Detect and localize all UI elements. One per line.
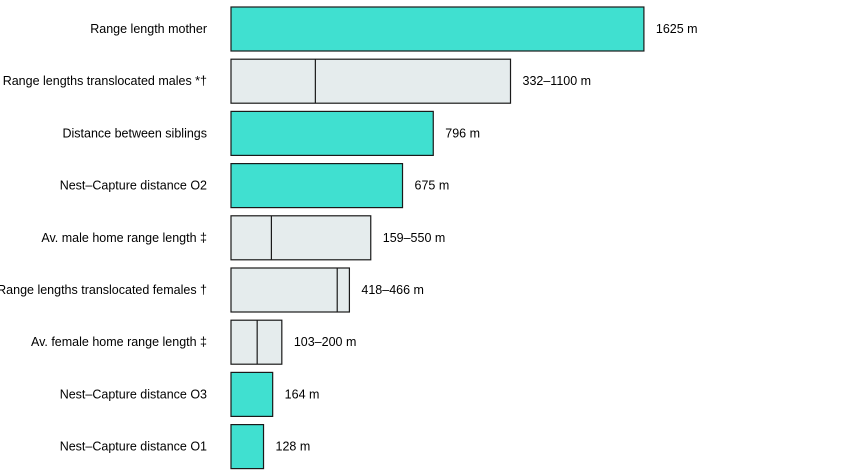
range-bar (230, 58, 512, 104)
bar-group: Nest–Capture distance O3 164 m (60, 371, 320, 417)
value-bar (230, 163, 404, 209)
value-label: 675 m (415, 179, 450, 193)
value-label: 128 m (276, 440, 311, 454)
category-label: Distance between siblings (62, 126, 207, 140)
bar-group: Range lengths translocated males *† 332–1… (3, 58, 592, 104)
value-label: 332–1100 m (523, 74, 592, 88)
bar-group: Range lengths translocated females † 418–… (0, 267, 424, 313)
value-label: 159–550 m (383, 231, 446, 245)
value-bar (230, 424, 265, 470)
value-label: 103–200 m (294, 335, 357, 349)
bar-group: Nest–Capture distance O2 675 m (60, 163, 450, 209)
bar-group: Av. female home range length ‡ 103–200 m (31, 319, 357, 365)
category-label: Av. male home range length ‡ (41, 231, 207, 245)
category-label: Av. female home range length ‡ (31, 335, 207, 349)
category-label: Range length mother (90, 22, 207, 36)
value-label: 418–466 m (361, 283, 424, 297)
value-bar (230, 110, 434, 157)
bar-group: Range length mother 1625 m (90, 6, 698, 52)
value-bar (230, 6, 645, 52)
range-bar (230, 215, 372, 261)
value-label: 164 m (285, 387, 320, 401)
value-label: 796 m (445, 126, 480, 140)
range-bar (230, 267, 351, 313)
category-label: Range lengths translocated females † (0, 283, 207, 297)
value-label: 1625 m (656, 22, 698, 36)
category-label: Nest–Capture distance O2 (60, 179, 207, 193)
bar-group: Nest–Capture distance O1 128 m (60, 424, 311, 470)
bar-group: Av. male home range length ‡ 159–550 m (41, 215, 446, 261)
category-label: Nest–Capture distance O1 (60, 440, 207, 454)
value-bar (230, 371, 274, 417)
bars-layer: Range length mother 1625 m Range lengths t… (0, 6, 698, 470)
bar-group: Distance between siblings 796 m (62, 110, 480, 157)
category-label: Range lengths translocated males *† (3, 74, 207, 88)
category-label: Nest–Capture distance O3 (60, 387, 207, 401)
range-bar (230, 319, 283, 365)
